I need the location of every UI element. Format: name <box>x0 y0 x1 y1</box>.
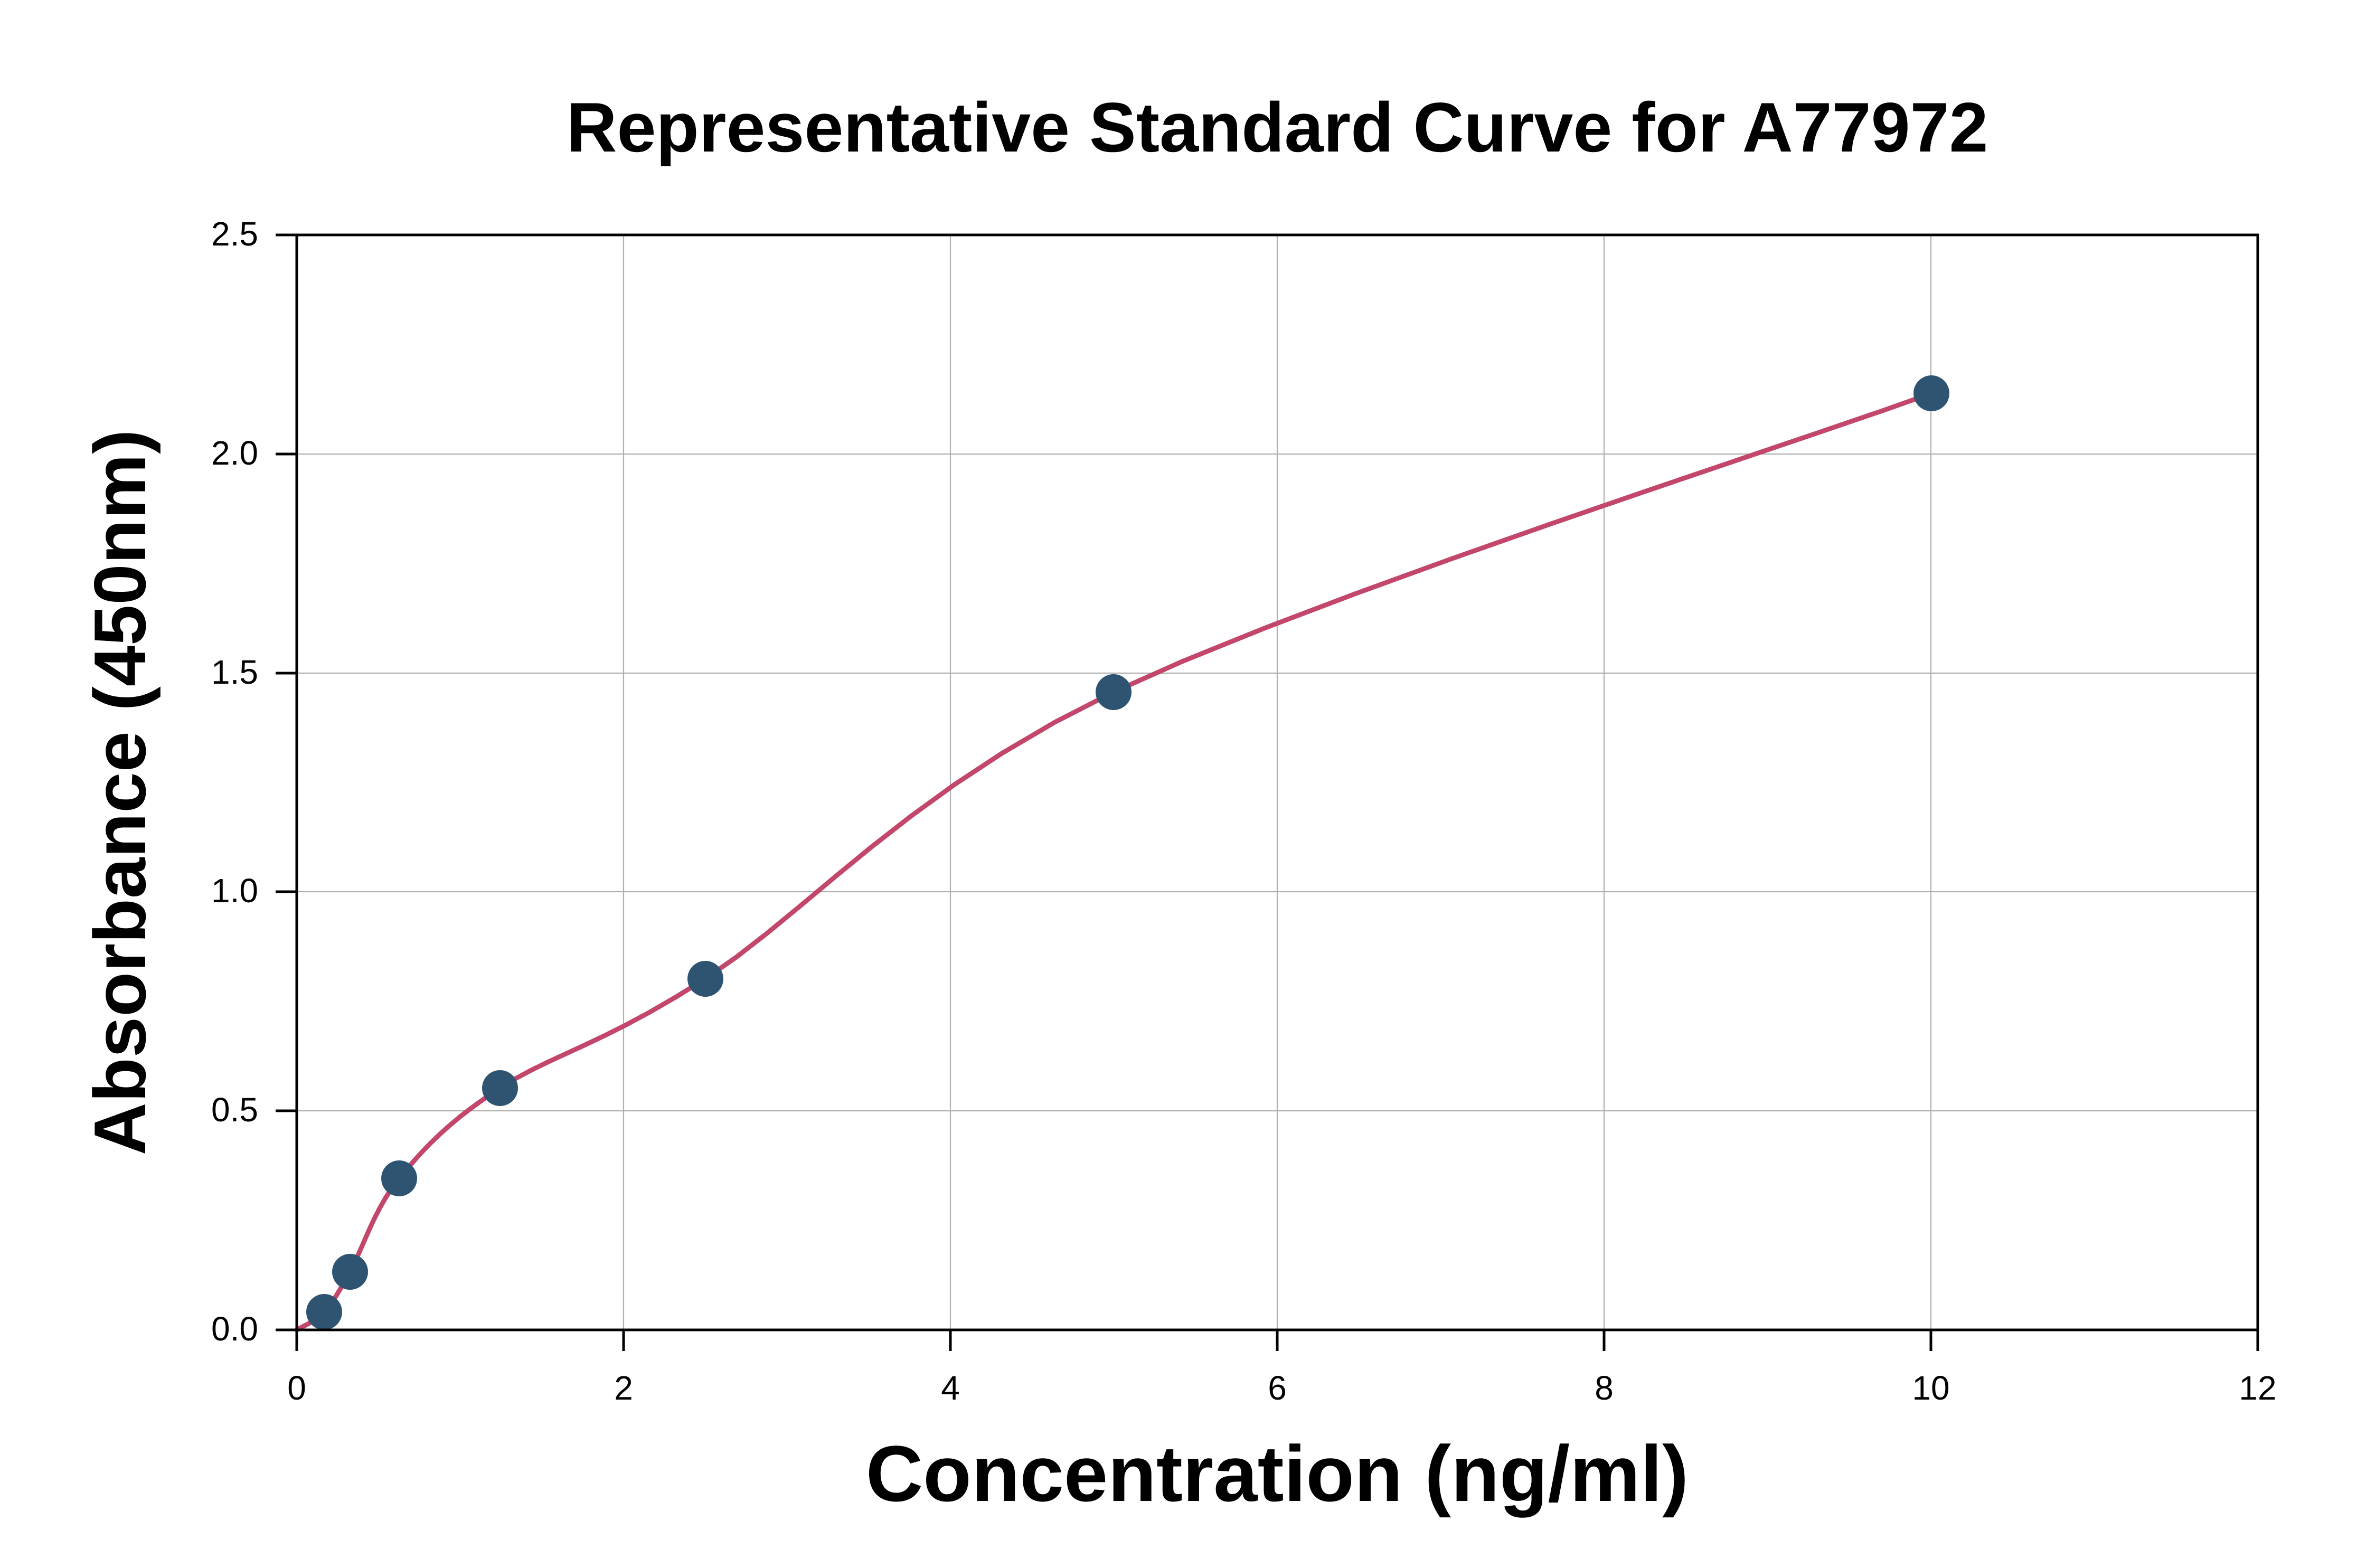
svg-text:2: 2 <box>614 1369 633 1407</box>
svg-text:2.5: 2.5 <box>211 215 258 253</box>
svg-text:10: 10 <box>1912 1369 1949 1407</box>
svg-text:2.0: 2.0 <box>211 434 258 472</box>
svg-text:0.5: 0.5 <box>211 1091 258 1129</box>
svg-text:12: 12 <box>2239 1369 2276 1407</box>
svg-text:0.0: 0.0 <box>211 1310 258 1348</box>
svg-text:4: 4 <box>941 1369 960 1407</box>
svg-text:1.5: 1.5 <box>211 653 258 691</box>
svg-text:8: 8 <box>1595 1369 1614 1407</box>
svg-text:1.0: 1.0 <box>211 872 258 910</box>
svg-text:6: 6 <box>1268 1369 1287 1407</box>
svg-text:0: 0 <box>287 1369 306 1407</box>
